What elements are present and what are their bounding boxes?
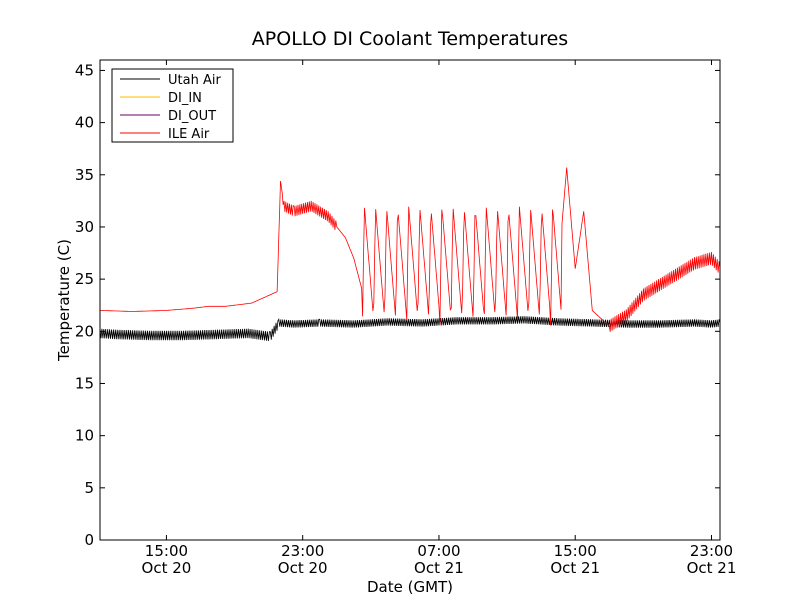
y-tick-label: 20 <box>75 322 94 340</box>
y-tick-label: 0 <box>84 531 94 549</box>
x-axis-label: Date (GMT) <box>367 578 453 596</box>
y-tick-label: 40 <box>75 114 94 132</box>
legend: Utah Air DI_IN DI_OUT ILE Air <box>111 68 234 143</box>
x-tick-time: 23:00 <box>690 542 733 560</box>
legend-label: ILE Air <box>168 127 210 142</box>
plot-frame <box>99 59 721 541</box>
chart-title: APOLLO DI Coolant Temperatures <box>252 28 568 50</box>
x-tick-time: 15:00 <box>554 542 597 560</box>
series-layer <box>100 167 720 341</box>
legend-label: Utah Air <box>168 73 221 88</box>
x-tick-time: 23:00 <box>281 542 324 560</box>
legend-box <box>111 68 234 143</box>
x-tick-date: Oct 20 <box>278 559 328 577</box>
y-tick-label: 15 <box>75 374 94 392</box>
x-tick-date: Oct 21 <box>687 559 737 577</box>
y-tick-label: 5 <box>84 479 94 497</box>
y-tick-label: 30 <box>75 218 94 236</box>
y-axis: 0 5 10 15 20 25 30 35 40 45 <box>75 61 720 549</box>
y-tick-label: 45 <box>75 61 94 79</box>
y-tick-label: 25 <box>75 270 94 288</box>
x-tick-date: Oct 21 <box>550 559 600 577</box>
y-tick-label: 10 <box>75 427 94 445</box>
y-axis-label: Temperature (C) <box>55 239 73 362</box>
y-tick-label: 35 <box>75 166 94 184</box>
x-tick-date: Oct 21 <box>414 559 464 577</box>
legend-label: DI_OUT <box>168 109 216 124</box>
series-line-ile-air <box>100 167 720 332</box>
x-tick-time: 07:00 <box>417 542 460 560</box>
x-tick-time: 15:00 <box>145 542 188 560</box>
legend-label: DI_IN <box>168 91 202 106</box>
x-tick-date: Oct 20 <box>142 559 192 577</box>
